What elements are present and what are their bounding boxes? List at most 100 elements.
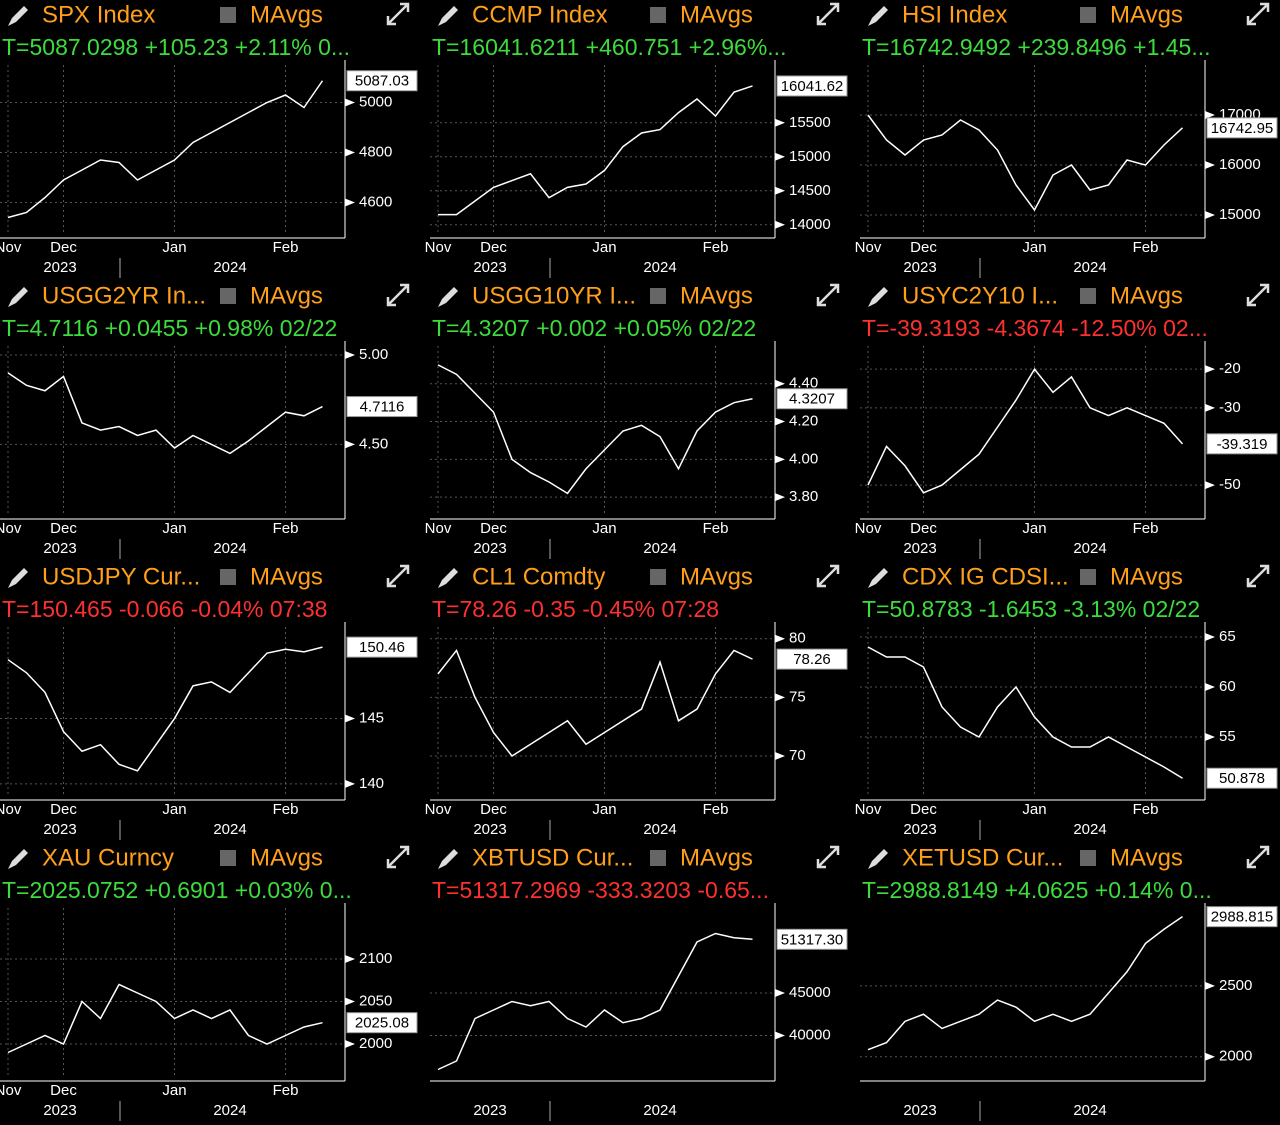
x-tick-label: Feb [273,801,299,818]
expand-icon[interactable] [386,845,410,869]
x-tick-label: Jan [162,1082,186,1099]
expand-icon[interactable] [386,564,410,588]
tick-mark [775,989,785,997]
expand-icon[interactable] [1246,2,1270,26]
y-tick-label: -20 [1219,360,1241,377]
tick-mark [345,198,355,207]
x-tick-label: Feb [703,801,729,818]
tick-mark [345,148,355,157]
y-tick-label: 2000 [1219,1048,1252,1065]
edit-icon[interactable] [8,849,28,869]
year-label: 2024 [213,259,246,276]
y-tick-label: 15000 [789,148,831,165]
edit-icon[interactable] [868,849,888,869]
chart-title: USYC2Y10 I... [902,282,1058,309]
tick-mark [1205,633,1215,641]
year-label: 2023 [473,259,506,276]
expand-icon[interactable] [1246,564,1270,588]
x-tick-label: Nov [425,520,452,537]
y-tick-label: 16000 [1219,156,1261,173]
legend-checkbox[interactable] [650,850,666,866]
last-value-tag [1206,433,1278,455]
legend-checkbox[interactable] [1080,7,1096,23]
edit-icon[interactable] [8,568,28,588]
chart-title: XETUSD Cur... [902,844,1063,871]
tick-mark [1205,683,1215,691]
legend-checkbox[interactable] [220,288,236,304]
expand-icon[interactable] [816,845,840,869]
tick-mark [775,634,785,643]
y-tick-label: 2500 [1219,977,1252,994]
legend-checkbox[interactable] [650,288,666,304]
year-label: 2023 [43,1102,76,1119]
x-tick-label: Dec [910,520,937,537]
x-tick-label: Jan [592,520,616,537]
y-tick-label: 4800 [359,143,392,160]
year-label: 2024 [213,540,246,557]
x-tick-label: Feb [1133,520,1159,537]
year-label: 2024 [643,259,676,276]
edit-icon[interactable] [868,568,888,588]
tick-mark [775,379,785,388]
y-tick-label: 5.00 [359,346,388,363]
y-tick-label: 40000 [789,1026,831,1043]
legend-checkbox[interactable] [650,569,666,585]
last-value-tag [346,70,418,92]
last-value-tag [776,648,848,670]
edit-icon[interactable] [868,6,888,26]
tick-mark [1205,161,1215,169]
expand-icon[interactable] [1246,845,1270,869]
year-label: 2024 [643,1102,676,1119]
expand-icon[interactable] [386,2,410,26]
expand-icon[interactable] [816,283,840,307]
edit-icon[interactable] [438,849,458,869]
tick-mark [345,350,355,359]
expand-icon[interactable] [816,564,840,588]
y-tick-label: 2000 [359,1035,392,1052]
tick-mark [1205,481,1215,490]
expand-icon[interactable] [386,283,410,307]
x-tick-label: Dec [50,801,77,818]
legend-checkbox[interactable] [220,850,236,866]
x-tick-label: Dec [910,801,937,818]
last-value-label: 150.46 [359,639,405,656]
year-label: 2023 [473,540,506,557]
legend-label: MAvgs [680,844,753,871]
year-label: 2023 [473,821,506,838]
legend-checkbox[interactable] [220,569,236,585]
x-tick-label: Jan [592,801,616,818]
legend-checkbox[interactable] [1080,850,1096,866]
expand-icon[interactable] [816,2,840,26]
legend-checkbox[interactable] [220,7,236,23]
x-tick-label: Feb [1133,801,1159,818]
year-label: 2023 [43,259,76,276]
legend-checkbox[interactable] [650,7,666,23]
last-value-label: 16041.62 [781,78,844,95]
edit-icon[interactable] [438,568,458,588]
edit-icon[interactable] [8,6,28,26]
price-line [437,932,753,1071]
x-tick-label: Feb [273,239,299,256]
y-tick-label: 4.40 [789,375,818,392]
tick-mark [775,220,785,229]
legend-checkbox[interactable] [1080,288,1096,304]
quote-line: T=4.7116 +0.0455 +0.98% 02/22 [2,315,337,341]
quote-line: T=2025.0752 +0.6901 +0.03% 0... [2,877,352,903]
price-line [867,646,1183,779]
y-tick-label: 5000 [359,93,392,110]
price-line [7,80,324,219]
last-value-tag [776,75,848,97]
legend-checkbox[interactable] [1080,569,1096,585]
last-value-label: 78.26 [793,651,831,668]
x-tick-label: Jan [1022,801,1046,818]
edit-icon[interactable] [868,287,888,307]
quote-line: T=2988.8149 +4.0625 +0.14% 0... [862,877,1212,903]
last-value-tag [776,388,848,410]
edit-icon[interactable] [438,6,458,26]
y-tick-label: 65 [1219,628,1236,645]
edit-icon[interactable] [438,287,458,307]
expand-icon[interactable] [1246,283,1270,307]
edit-icon[interactable] [8,287,28,307]
quote-line: T=78.26 -0.35 -0.45% 07:28 [432,596,719,622]
